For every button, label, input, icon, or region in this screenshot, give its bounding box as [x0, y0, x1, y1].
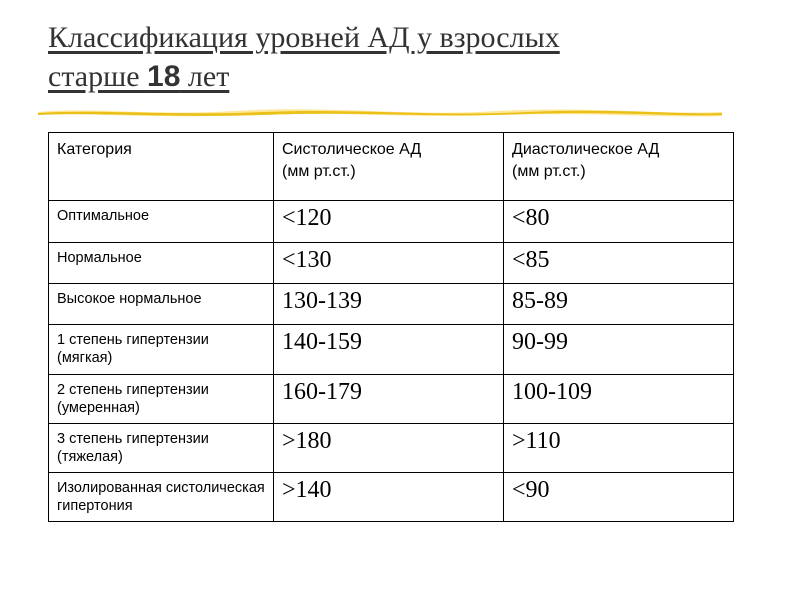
header-diastolic: Диастолическое АД (мм рт.ст.) — [504, 133, 734, 201]
cell-category: Нормальное — [49, 242, 274, 283]
bp-classification-table: Категория Систолическое АД (мм рт.ст.) Д… — [48, 132, 734, 522]
title-line1: Классификация уровней АД у взрослых — [48, 21, 560, 54]
table-row: 1 степень гипертензии (мягкая) 140-159 9… — [49, 325, 734, 374]
header-systolic: Систолическое АД (мм рт.ст.) — [274, 133, 504, 201]
title-age: 18 — [147, 60, 180, 93]
cell-systolic: 130-139 — [274, 283, 504, 324]
cell-diastolic: 85-89 — [504, 283, 734, 324]
table-body: Оптимальное <120 <80 Нормальное <130 <85… — [49, 201, 734, 522]
cell-category: 2 степень гипертензии (умеренная) — [49, 374, 274, 423]
table-row: Оптимальное <120 <80 — [49, 201, 734, 242]
table-row: Высокое нормальное 130-139 85-89 — [49, 283, 734, 324]
cell-diastolic: <85 — [504, 242, 734, 283]
header-category-text: Категория — [57, 141, 132, 158]
header-diastolic-l2: (мм рт.ст.) — [512, 163, 586, 180]
table-row: Нормальное <130 <85 — [49, 242, 734, 283]
header-systolic-l2: (мм рт.ст.) — [282, 163, 356, 180]
cell-category: Высокое нормальное — [49, 283, 274, 324]
cell-diastolic: >110 — [504, 423, 734, 472]
divider — [48, 98, 752, 126]
brush-stroke-icon — [38, 106, 722, 118]
cell-systolic: 140-159 — [274, 325, 504, 374]
header-diastolic-l1: Диастолическое АД — [512, 141, 659, 158]
table-row: 3 степень гипертензии (тяжелая) >180 >11… — [49, 423, 734, 472]
cell-systolic: >140 — [274, 473, 504, 522]
table-row: 2 степень гипертензии (умеренная) 160-17… — [49, 374, 734, 423]
cell-diastolic: <90 — [504, 473, 734, 522]
cell-systolic: <130 — [274, 242, 504, 283]
cell-systolic: >180 — [274, 423, 504, 472]
header-systolic-l1: Систолическое АД — [282, 141, 421, 158]
header-category: Категория — [49, 133, 274, 201]
cell-category: Изолированная систолическая гипертония — [49, 473, 274, 522]
title-line2-suffix: лет — [180, 60, 229, 93]
table-header-row: Категория Систолическое АД (мм рт.ст.) Д… — [49, 133, 734, 201]
cell-diastolic: <80 — [504, 201, 734, 242]
cell-systolic: 160-179 — [274, 374, 504, 423]
title-line2-prefix: старше — [48, 60, 147, 93]
cell-category: 1 степень гипертензии (мягкая) — [49, 325, 274, 374]
cell-category: 3 степень гипертензии (тяжелая) — [49, 423, 274, 472]
cell-diastolic: 90-99 — [504, 325, 734, 374]
table-row: Изолированная систолическая гипертония >… — [49, 473, 734, 522]
cell-category: Оптимальное — [49, 201, 274, 242]
slide-title: Классификация уровней АД у взрослых стар… — [48, 18, 752, 96]
cell-systolic: <120 — [274, 201, 504, 242]
cell-diastolic: 100-109 — [504, 374, 734, 423]
